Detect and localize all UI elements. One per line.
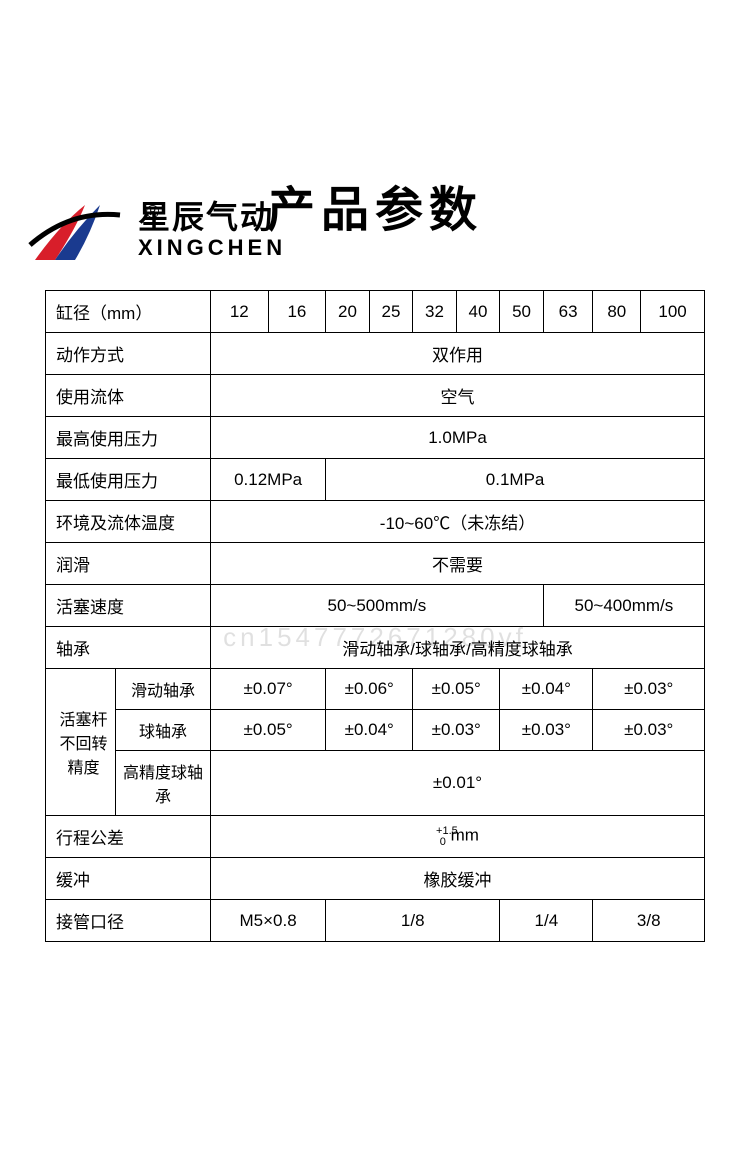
nr1-1: ±0.06° <box>326 669 413 710</box>
nr2-4: ±0.03° <box>593 710 705 751</box>
nr1-4: ±0.03° <box>593 669 705 710</box>
nr1-0: ±0.07° <box>211 669 326 710</box>
bore-63: 63 <box>543 291 593 333</box>
port-label: 接管口径 <box>46 900 211 942</box>
minp-label: 最低使用压力 <box>46 459 211 501</box>
bore-25: 25 <box>369 291 413 333</box>
nonrot-label: 活塞杆不回转精度 <box>46 669 116 816</box>
lube-value: 不需要 <box>211 543 705 585</box>
nr1-2: ±0.05° <box>413 669 500 710</box>
bore-100: 100 <box>641 291 705 333</box>
minp-v1: 0.12MPa <box>211 459 326 501</box>
nr2-2: ±0.03° <box>413 710 500 751</box>
bore-40: 40 <box>456 291 500 333</box>
lube-label: 润滑 <box>46 543 211 585</box>
spec-table: 缸径（mm） 12 16 20 25 32 40 50 63 80 100 动作… <box>45 290 705 942</box>
tol-sub: 0 <box>440 836 446 848</box>
minp-v2: 0.1MPa <box>326 459 705 501</box>
temp-label: 环境及流体温度 <box>46 501 211 543</box>
bore-32: 32 <box>413 291 457 333</box>
nonrot-sub1: 滑动轴承 <box>116 669 211 710</box>
port-1: 1/8 <box>326 900 500 942</box>
registered-mark: ® <box>146 202 159 223</box>
speed-label: 活塞速度 <box>46 585 211 627</box>
speed-v1: 50~500mm/s <box>211 585 544 627</box>
action-value: 双作用 <box>211 333 705 375</box>
logo-mark <box>20 190 130 270</box>
nr3-value: ±0.01° <box>211 751 705 816</box>
fluid-value: 空气 <box>211 375 705 417</box>
action-label: 动作方式 <box>46 333 211 375</box>
bore-label: 缸径（mm） <box>46 291 211 333</box>
brand-logo: ® 星辰气动 XINGCHEN <box>20 190 286 270</box>
temp-value: -10~60℃（未冻结） <box>211 501 705 543</box>
nr2-1: ±0.04° <box>326 710 413 751</box>
bore-20: 20 <box>326 291 370 333</box>
maxp-label: 最高使用压力 <box>46 417 211 459</box>
bore-16: 16 <box>268 291 326 333</box>
port-2: 1/4 <box>500 900 593 942</box>
bore-80: 80 <box>593 291 641 333</box>
fluid-label: 使用流体 <box>46 375 211 417</box>
cushion-value: 橡胶缓冲 <box>211 858 705 900</box>
cushion-label: 缓冲 <box>46 858 211 900</box>
speed-v2: 50~400mm/s <box>543 585 704 627</box>
nonrot-sub2: 球轴承 <box>116 710 211 751</box>
logo-text-en: XINGCHEN <box>138 236 286 260</box>
maxp-value: 1.0MPa <box>211 417 705 459</box>
port-0: M5×0.8 <box>211 900 326 942</box>
bore-12: 12 <box>211 291 269 333</box>
nr1-3: ±0.04° <box>500 669 593 710</box>
stroketol-value: +1.50 mm <box>211 816 705 858</box>
logo-text-cn: 星辰气动 <box>138 200 286 235</box>
port-3: 3/8 <box>593 900 705 942</box>
bore-50: 50 <box>500 291 544 333</box>
bearing-label: 轴承 <box>46 627 211 669</box>
bearing-value: 滑动轴承/球轴承/高精度球轴承 <box>211 627 705 669</box>
tol-unit: mm <box>451 826 479 845</box>
stroketol-label: 行程公差 <box>46 816 211 858</box>
nr2-3: ±0.03° <box>500 710 593 751</box>
nr2-0: ±0.05° <box>211 710 326 751</box>
nonrot-sub3: 高精度球轴承 <box>116 751 211 816</box>
